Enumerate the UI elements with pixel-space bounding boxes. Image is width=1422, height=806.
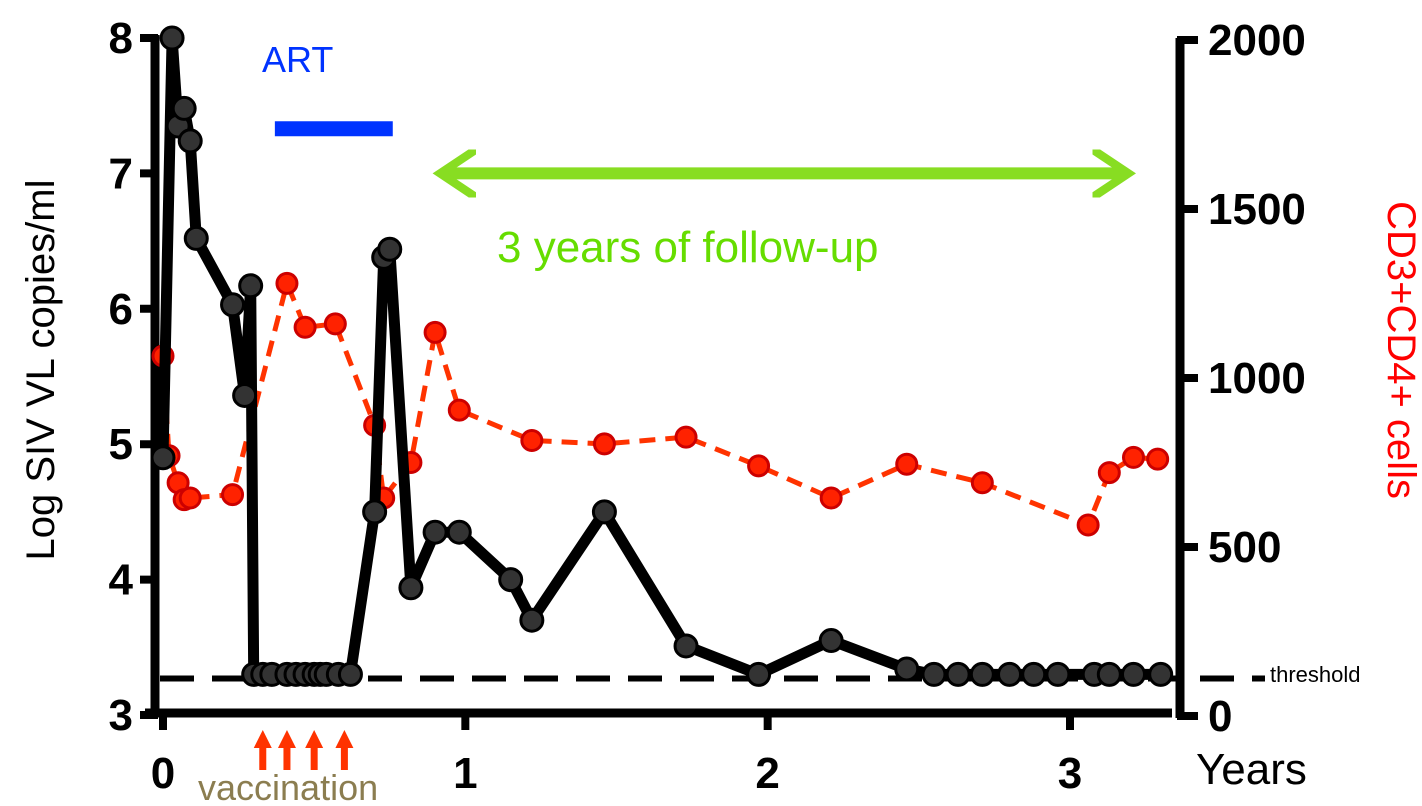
viral-load-point <box>498 567 524 593</box>
cd4-point <box>970 471 994 495</box>
viral-load-point <box>591 499 617 525</box>
y-left-ticks: 3 4 5 6 7 8 <box>109 14 158 740</box>
x-tick-label: 0 <box>151 749 175 798</box>
viral-load-point <box>232 382 258 408</box>
y-right-tick-label: 0 <box>1208 692 1232 741</box>
y-right-tick-label: 1000 <box>1208 354 1306 403</box>
cd4-point <box>520 429 544 453</box>
x-axis-label: Years <box>1196 745 1307 794</box>
viral-load-point <box>1096 661 1122 687</box>
x-tick-label: 3 <box>1058 749 1082 798</box>
x-ticks: 0 1 2 3 <box>151 710 1082 798</box>
cd4-point <box>747 454 771 478</box>
cd4-point <box>221 483 245 507</box>
viral-load-point <box>1021 661 1047 687</box>
y-left-tick-label: 5 <box>109 420 133 469</box>
viral-load-point <box>238 273 264 299</box>
viral-load-point <box>519 607 545 633</box>
cd4-point <box>447 398 471 422</box>
threshold-label: threshold <box>1270 662 1361 687</box>
viral-load-point <box>159 25 185 51</box>
cd4-point <box>423 320 447 344</box>
viral-load-point <box>171 95 197 121</box>
viral-load-point <box>945 661 971 687</box>
vaccination-arrow <box>335 730 354 770</box>
viral-load-point <box>398 575 424 601</box>
y-right-tick-label: 1500 <box>1208 185 1306 234</box>
vaccination-arrow <box>305 730 324 770</box>
y-right-tick-label: 500 <box>1208 523 1281 572</box>
cd4-point <box>275 271 299 295</box>
viral-load-point <box>818 628 844 654</box>
viral-load-point <box>177 128 203 154</box>
cd4-point <box>674 425 698 449</box>
viral-load-point <box>422 519 448 545</box>
viral-load-point <box>1045 661 1071 687</box>
y-left-tick-label: 4 <box>109 556 134 605</box>
viral-load-point <box>377 236 403 262</box>
viral-load-point <box>746 661 772 687</box>
vaccination-arrows <box>253 730 354 770</box>
viral-load-point <box>220 292 246 318</box>
viral-load-point <box>362 499 388 525</box>
viral-load-point <box>1120 661 1146 687</box>
vaccination-label: vaccination <box>198 767 378 806</box>
series-viral-load <box>150 25 1174 687</box>
viral-load-point <box>183 225 209 251</box>
cd4-point <box>293 315 317 339</box>
cd4-point <box>1097 461 1121 485</box>
y-right-ticks: 0 500 1000 1500 2000 <box>1177 16 1306 741</box>
series-cd4 <box>151 271 1170 537</box>
follow-up-label: 3 years of follow-up <box>497 223 879 272</box>
cd4-point <box>592 432 616 456</box>
viral-load-point <box>969 661 995 687</box>
viral-load-point <box>673 633 699 659</box>
x-tick-label: 1 <box>453 749 477 798</box>
y-right-tick-label: 2000 <box>1208 16 1306 65</box>
cd4-point <box>895 452 919 476</box>
art-label: ART <box>262 39 333 80</box>
cd4-point <box>178 486 202 510</box>
y-left-tick-label: 6 <box>109 285 133 334</box>
y-left-tick-label: 8 <box>109 14 133 63</box>
viral-load-point <box>1148 661 1174 687</box>
vaccination-arrow <box>253 730 272 770</box>
viral-load-point <box>997 661 1023 687</box>
cd4-point <box>1121 445 1145 469</box>
y-left-tick-label: 3 <box>109 691 133 740</box>
y-left-tick-label: 7 <box>109 149 133 198</box>
cd4-point <box>819 486 843 510</box>
x-tick-label: 2 <box>755 749 779 798</box>
viral-load-point <box>150 445 176 471</box>
viral-load-point <box>894 656 920 682</box>
y-left-label: Log SIV VL copies/ml <box>19 180 63 561</box>
y-right-label: CD3+CD4+ cells <box>1379 201 1422 499</box>
cd4-point <box>1146 447 1170 471</box>
cd4-point <box>323 312 347 336</box>
viral-load-point <box>921 661 947 687</box>
viral-load-point <box>446 519 472 545</box>
viral-load-point <box>337 661 363 687</box>
vaccination-arrow <box>277 730 296 770</box>
cd4-point <box>1076 513 1100 537</box>
